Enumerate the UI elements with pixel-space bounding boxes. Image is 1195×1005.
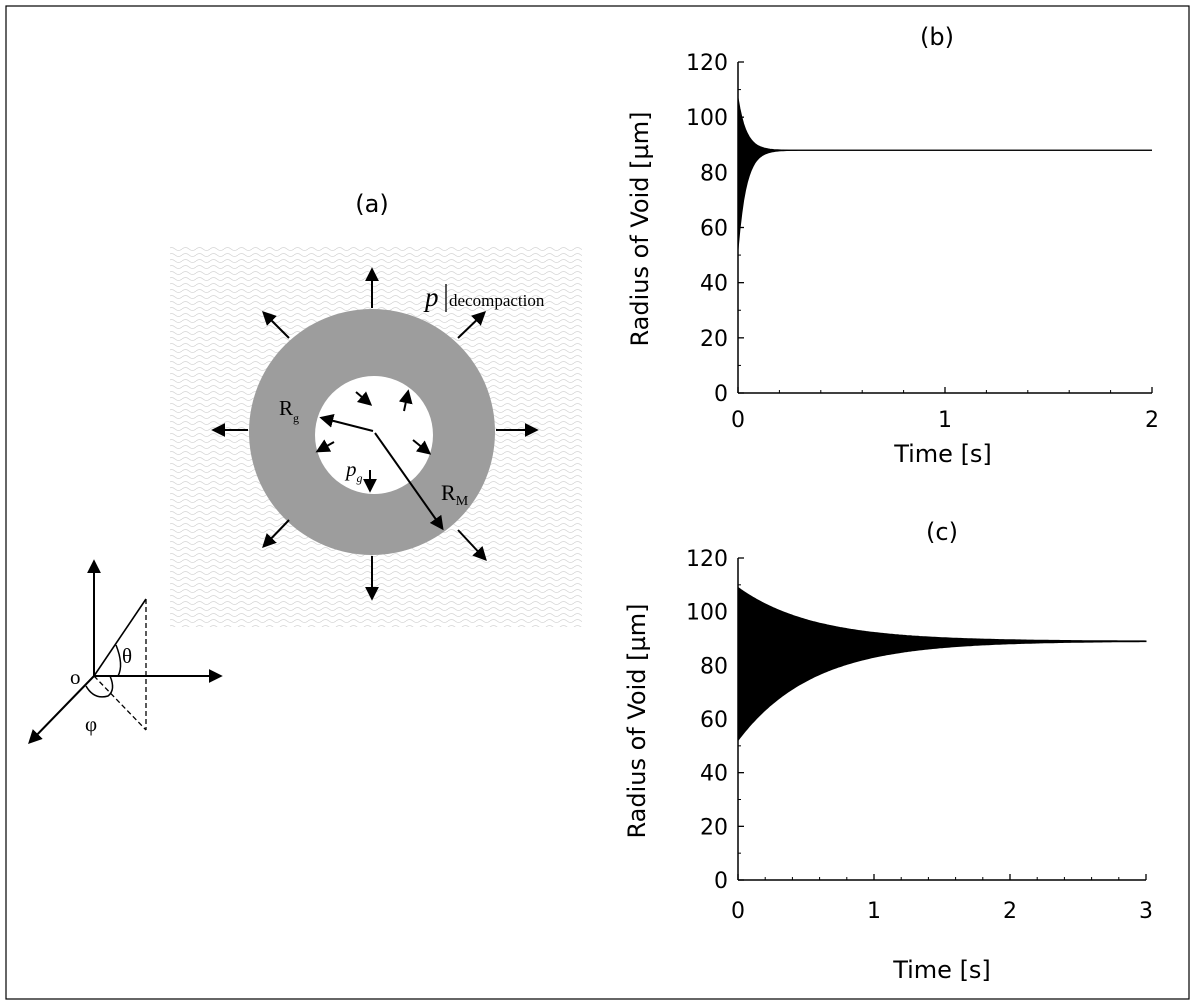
chart-c-xtick-label: 0 <box>731 899 745 924</box>
radius-rm-line <box>374 432 444 531</box>
pg-label: pg <box>344 457 363 485</box>
chart-c-ylabel: Radius of Void [µm] <box>623 603 651 838</box>
pressure-label: p <box>423 282 439 312</box>
theta-label: θ <box>122 644 132 668</box>
pressure-subscript: decompaction <box>449 291 545 310</box>
chart-c-ytick-label: 40 <box>700 762 728 787</box>
chart-b-ytick-label: 40 <box>700 272 728 297</box>
panel-a-label: (a) <box>355 190 388 218</box>
radius-rg-line <box>319 413 374 432</box>
chart-c-ytick-label: 80 <box>700 654 728 679</box>
void-core <box>315 376 433 494</box>
chart-b-series-envelope <box>737 97 1152 250</box>
chart-b-ylabel: Radius of Void [µm] <box>626 111 654 346</box>
figure-border <box>5 5 1190 1000</box>
chart-b-xtick-label: 2 <box>1145 408 1159 433</box>
chart-b: (b) Radius of Void [µm] Time [s] 0204060… <box>626 23 1159 468</box>
chart-c: (c) Radius of Void [µm] Time [s] 0204060… <box>623 518 1153 984</box>
chart-c-ytick-label: 120 <box>686 547 728 572</box>
chart-b-title: (b) <box>920 23 954 51</box>
panel-a: (a) p decompaction <box>28 190 582 745</box>
chart-b-xlabel: Time [s] <box>893 440 992 468</box>
chart-b-ytick-label: 100 <box>686 106 728 131</box>
chart-c-xtick-label: 2 <box>1003 899 1017 924</box>
chart-c-ytick-label: 0 <box>714 869 728 894</box>
rg-label: Rg <box>279 396 299 425</box>
chart-c-ytick-label: 60 <box>700 708 728 733</box>
coordinate-axes <box>28 559 223 745</box>
chart-b-ytick-label: 60 <box>700 217 728 242</box>
chart-b-xtick-label: 0 <box>731 408 745 433</box>
decompaction-arrows <box>211 267 539 601</box>
chart-b-xtick-label: 1 <box>938 408 952 433</box>
chart-c-ytick-label: 100 <box>686 601 728 626</box>
origin-label: o <box>70 665 81 689</box>
phi-label: φ <box>85 712 97 736</box>
chart-c-xtick-label: 3 <box>1139 899 1153 924</box>
chart-c-ytick-label: 20 <box>700 815 728 840</box>
chart-b-ytick-label: 20 <box>700 327 728 352</box>
chart-b-ytick-label: 0 <box>714 382 728 407</box>
gas-pressure-arrows <box>315 389 432 493</box>
chart-b-ytick-label: 120 <box>686 51 728 76</box>
chart-c-title: (c) <box>926 518 958 546</box>
chart-c-xtick-label: 1 <box>867 899 881 924</box>
chart-b-ytick-label: 80 <box>700 161 728 186</box>
chart-c-series-envelope <box>737 586 1147 742</box>
rm-label: RM <box>441 480 469 509</box>
chart-c-xlabel: Time [s] <box>892 956 991 984</box>
